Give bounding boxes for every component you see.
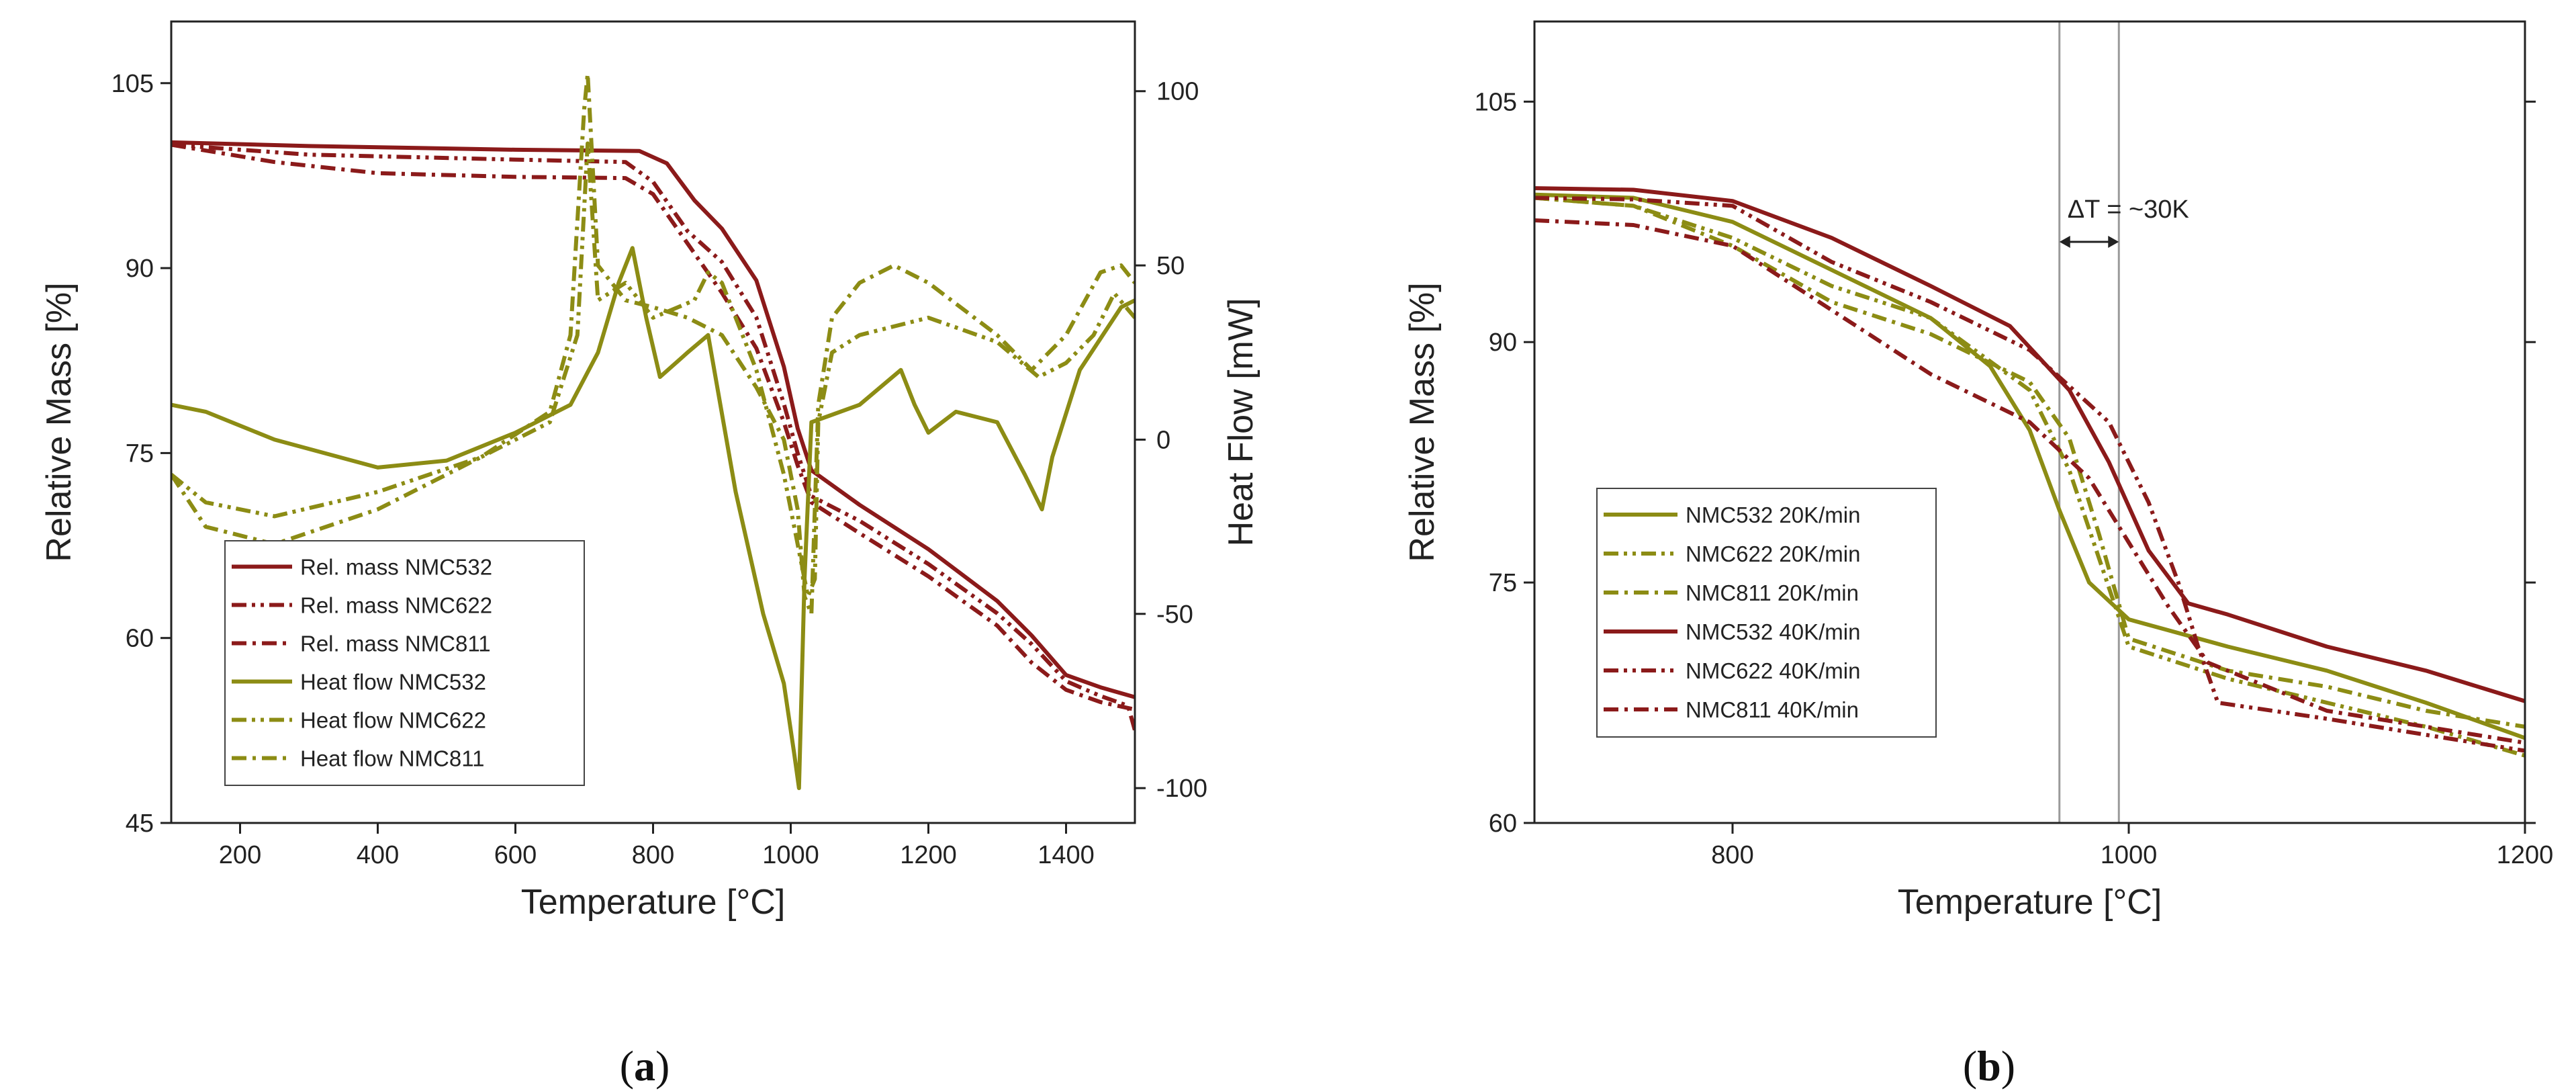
panel-a-x-tick-label: 1200: [900, 841, 957, 869]
panel-a-legend-label-heat-flow-nmc622: Heat flow NMC622: [300, 708, 486, 733]
panel-b-series-nmc622-20k-min: [1534, 195, 2525, 758]
panel-b-series-nmc811-40k-min: [1534, 218, 2525, 745]
panel-a-label: (a): [620, 1042, 670, 1090]
panel-b-plot-frame: [1533, 20, 2526, 824]
panel-b-y-tick-label: 105: [1475, 88, 1517, 116]
panel-b-y-tick-label: 90: [1489, 329, 1517, 357]
panel-a-legend-box: [224, 540, 585, 786]
panel-b-y-tick-label: 60: [1489, 810, 1517, 838]
panel-b-legend-label-nmc622-20k-min: NMC622 20K/min: [1686, 541, 1860, 566]
panel-a-y-tick-label: 45: [126, 810, 154, 838]
panel-b-x-tick-label: 1200: [2497, 841, 2554, 869]
panel-b-series-group: [1534, 186, 2525, 758]
panel-a-y2-tick-label: 50: [1156, 252, 1185, 280]
panel-a-series-rel-mass-nmc622: [171, 142, 1135, 732]
panel-b-delta-annotation: ΔT = ~30K: [2068, 195, 2189, 224]
panel-b-y-axis-title: Relative Mass [%]: [1403, 282, 1442, 562]
panel-b-x-tick-label: 1000: [2101, 841, 2158, 869]
panel-b-legend-box: [1596, 488, 1937, 738]
panel-b-x-axis-title: Temperature [°C]: [1898, 883, 2162, 922]
panel-a-y2-tick-label: 0: [1156, 426, 1170, 454]
panel-b-legend-label-nmc532-40k-min: NMC532 40K/min: [1686, 619, 1860, 644]
panel-a-series-heat-flow-nmc532: [171, 246, 1135, 791]
panel-a-series-group: [171, 71, 1135, 791]
panel-a-y-axis-title: Relative Mass [%]: [40, 282, 79, 562]
panel-b-delta-arrow-head-right: [2108, 236, 2119, 248]
panel-b-legend-label-nmc532-20k-min: NMC532 20K/min: [1686, 503, 1860, 527]
panel-a-x-tick-label: 800: [632, 841, 674, 869]
panel-b-label: (b): [1963, 1042, 2015, 1090]
panel-a-legend-label-heat-flow-nmc532: Heat flow NMC532: [300, 670, 486, 695]
panel-a-y-tick-label: 105: [111, 70, 154, 98]
panel-b-chart: 800 1000 1200 60 75 90 105 Temperature [°C] Rela…: [1403, 20, 2554, 922]
panel-a-y-tick-label: 90: [126, 255, 154, 283]
panel-a-y-tick-label: 75: [126, 439, 154, 468]
panel-a-legend-label-rel-mass-nmc622: Rel. mass NMC622: [300, 593, 492, 618]
panel-a-series-rel-mass-nmc532: [171, 140, 1135, 699]
panel-a-x-tick-label: 200: [219, 841, 261, 869]
panel-a-y2-tick-label: -50: [1156, 601, 1193, 629]
panel-a-y2-axis-title: Heat Flow [mW]: [1222, 298, 1260, 547]
panel-a-y2-tick-label: -100: [1156, 775, 1207, 803]
panel-a-y2-tick-label: 100: [1156, 78, 1199, 106]
panel-a-legend-label-rel-mass-nmc811: Rel. mass NMC811: [300, 631, 491, 656]
panel-b-legend-label-nmc811-40k-min: NMC811 40K/min: [1686, 697, 1859, 722]
panel-b-delta-arrow-head-left: [2059, 236, 2070, 248]
panel-b-series-nmc622-40k-min: [1534, 195, 2525, 753]
panel-a-x-tick-label: 600: [494, 841, 537, 869]
panel-b-legend-label-nmc622-40k-min: NMC622 40K/min: [1686, 658, 1860, 683]
panel-b-series-nmc532-20k-min: [1534, 192, 2525, 740]
panel-a-series-rel-mass-nmc811: [171, 142, 1135, 712]
panel-a-series-heat-flow-nmc811: [171, 71, 1135, 616]
panel-b-y-tick-label: 75: [1489, 569, 1517, 597]
panel-a-y-tick-label: 60: [126, 625, 154, 653]
panel-a-x-tick-label: 400: [357, 841, 399, 869]
panel-b-x-tick-label: 800: [1711, 841, 1753, 869]
panel-a-legend-label-rel-mass-nmc532: Rel. mass NMC532: [300, 555, 492, 580]
panel-a-chart: 200 400 600 800 1000 1200 1400 45 60 75 90 105 100 50…: [40, 20, 1260, 922]
panel-a-x-tick-label: 1400: [1038, 841, 1095, 869]
panel-b-series-nmc532-40k-min: [1534, 186, 2525, 703]
panel-b-legend-label-nmc811-20k-min: NMC811 20K/min: [1686, 580, 1859, 605]
panel-a-x-tick-label: 1000: [762, 841, 819, 869]
panel-a-series-heat-flow-nmc622: [171, 141, 1135, 599]
panel-a-legend-label-heat-flow-nmc811: Heat flow NMC811: [300, 746, 485, 771]
panel-a-x-axis-title: Temperature [°C]: [521, 883, 786, 922]
